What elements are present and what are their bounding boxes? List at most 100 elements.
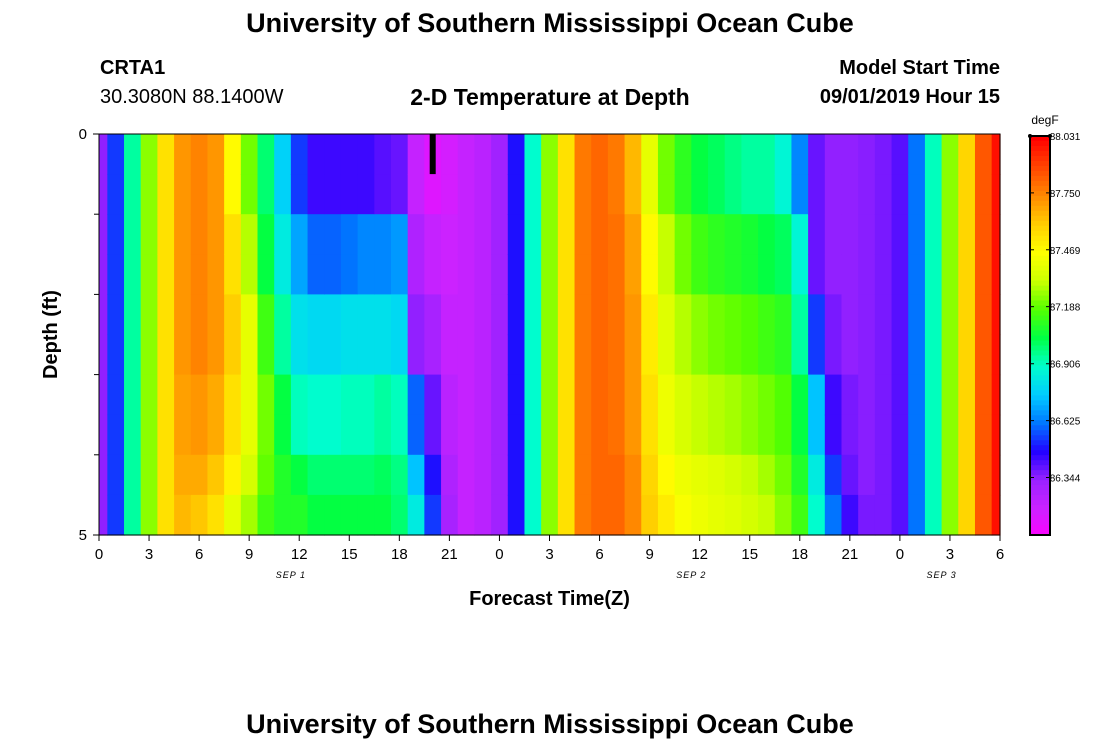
heatmap-cell bbox=[974, 294, 993, 336]
heatmap-cell bbox=[607, 174, 626, 215]
heatmap-cell bbox=[641, 214, 659, 255]
heatmap-cell bbox=[908, 254, 926, 295]
heatmap-cell bbox=[924, 254, 943, 295]
x-axis: 0 3 6 9 12 15 18 21 0 3 6 9 12 15 18 21 0 3 6 SEP 1 SEP 2 SEP… bbox=[95, 534, 1004, 580]
heatmap-cell bbox=[390, 214, 409, 255]
x-tick-label: 21 bbox=[441, 546, 458, 563]
heatmap-cell bbox=[991, 494, 1001, 536]
x-tick-label: 21 bbox=[841, 546, 858, 563]
heatmap-cell bbox=[257, 214, 275, 255]
colorbar-segment bbox=[1030, 510, 1050, 516]
heatmap-cell bbox=[924, 494, 943, 536]
heatmap-cell bbox=[774, 374, 793, 416]
heatmap-cell bbox=[641, 414, 659, 456]
heatmap-cell bbox=[274, 454, 292, 496]
heatmap-cell bbox=[724, 334, 742, 376]
heatmap-cell bbox=[574, 414, 592, 456]
heatmap-cell bbox=[374, 134, 392, 175]
heatmap-cell bbox=[99, 294, 108, 336]
heatmap-cell bbox=[507, 294, 526, 336]
heatmap-cell bbox=[824, 254, 843, 295]
heatmap-cell bbox=[357, 254, 375, 295]
heatmap-cell bbox=[257, 414, 275, 456]
heatmap-cell bbox=[340, 494, 359, 536]
colorbar-segment bbox=[1030, 420, 1050, 426]
heatmap-cell bbox=[991, 134, 1001, 175]
heatmap-cell bbox=[324, 454, 342, 496]
heatmap-cell bbox=[708, 134, 726, 175]
heatmap-cell bbox=[441, 214, 459, 255]
heatmap-cell bbox=[257, 374, 275, 416]
heatmap-cell bbox=[557, 334, 576, 376]
heatmap-cell bbox=[958, 254, 976, 295]
heatmap-cell bbox=[841, 454, 859, 496]
colorbar-tick-label: 88.031 bbox=[1050, 132, 1081, 143]
heatmap-cell bbox=[441, 494, 459, 536]
heatmap-cell bbox=[324, 494, 342, 536]
heatmap-cell bbox=[824, 214, 843, 255]
colorbar-segment bbox=[1030, 405, 1050, 411]
heatmap-cell bbox=[791, 254, 809, 295]
heatmap-cell bbox=[858, 294, 876, 336]
heatmap-cell bbox=[708, 414, 726, 456]
heatmap-cell bbox=[190, 174, 209, 215]
heatmap-cell bbox=[140, 334, 158, 376]
heatmap-cell bbox=[557, 214, 576, 255]
heatmap-cell bbox=[724, 414, 742, 456]
heatmap-cell bbox=[491, 414, 509, 456]
heatmap-cell bbox=[290, 414, 309, 456]
heatmap-cell bbox=[340, 134, 359, 175]
heatmap-cell bbox=[240, 454, 259, 496]
heatmap-cell bbox=[207, 134, 225, 175]
heatmap-cell bbox=[224, 494, 242, 536]
colorbar-segment bbox=[1030, 380, 1050, 386]
heatmap-cell bbox=[924, 374, 943, 416]
heatmap-cell bbox=[274, 294, 292, 336]
heatmap-cell bbox=[174, 374, 192, 416]
heatmap-cell bbox=[774, 494, 793, 536]
heatmap-cell bbox=[758, 294, 776, 336]
heatmap-cell bbox=[758, 174, 776, 215]
heatmap-cell bbox=[357, 494, 375, 536]
heatmap-cell bbox=[474, 494, 492, 536]
heatmap-cell bbox=[224, 294, 242, 336]
heatmap-cell bbox=[858, 494, 876, 536]
heatmap-cell bbox=[140, 494, 158, 536]
heatmap-cell bbox=[791, 134, 809, 175]
x-tick-label: 9 bbox=[245, 546, 253, 563]
colorbar-segment bbox=[1030, 480, 1050, 486]
heatmap-cell bbox=[858, 414, 876, 456]
heatmap-cell bbox=[641, 334, 659, 376]
heatmap-cell bbox=[507, 254, 526, 295]
heatmap-cell bbox=[240, 494, 259, 536]
colorbar-segment bbox=[1030, 470, 1050, 476]
heatmap-cell bbox=[390, 254, 409, 295]
heatmap-cell bbox=[674, 334, 692, 376]
heatmap-cell bbox=[657, 254, 676, 295]
x-tick-label: 0 bbox=[495, 546, 503, 563]
heatmap-cell bbox=[374, 294, 392, 336]
heatmap-cell bbox=[841, 334, 859, 376]
heatmap-cell bbox=[140, 414, 158, 456]
heatmap-cell bbox=[190, 294, 209, 336]
station-id: CRTA1 bbox=[100, 57, 166, 79]
heatmap-cell bbox=[774, 134, 793, 175]
heatmap-cell bbox=[257, 174, 275, 215]
heatmap-cell bbox=[190, 414, 209, 456]
heatmap-cell bbox=[808, 254, 826, 295]
heatmap-cell bbox=[207, 214, 225, 255]
heatmap-cell bbox=[741, 214, 759, 255]
heatmap-cell bbox=[307, 174, 325, 215]
heatmap-cell bbox=[407, 494, 425, 536]
heatmap-cell bbox=[641, 294, 659, 336]
colorbar-tick-label: 86.625 bbox=[1050, 417, 1081, 428]
heatmap-cell bbox=[207, 414, 225, 456]
heatmap-cell bbox=[791, 334, 809, 376]
heatmap-cell bbox=[624, 454, 642, 496]
heatmap-cell bbox=[290, 494, 309, 536]
heatmap-cell bbox=[674, 174, 692, 215]
heatmap-cell bbox=[340, 254, 359, 295]
heatmap-cell bbox=[507, 174, 526, 215]
heatmap-cell bbox=[758, 214, 776, 255]
heatmap-cell bbox=[99, 334, 108, 376]
